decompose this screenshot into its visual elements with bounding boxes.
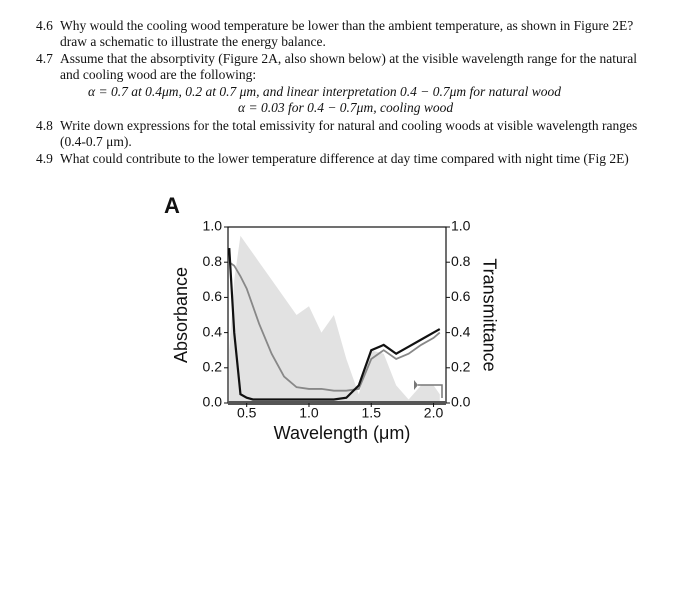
axis-arrow (418, 384, 443, 398)
question-number: 4.9 (36, 151, 53, 166)
y2-tick-label: 0.6 (451, 288, 471, 304)
panel-label: A (164, 193, 180, 218)
axis-arrow-head (414, 380, 418, 390)
question: 4.6 Why would the cooling wood temperatur… (36, 18, 646, 50)
question: 4.8 Write down expressions for the total … (36, 118, 646, 150)
y2-tick-label: 1.0 (451, 218, 471, 234)
y-tick-label: 0.6 (203, 288, 223, 304)
y-tick-label: 0.8 (203, 253, 223, 269)
x-axis-label: Wavelength (μm) (274, 423, 411, 443)
y-tick-label: 0.2 (203, 359, 223, 375)
y2-tick-label: 0.8 (451, 253, 471, 269)
series-line (228, 248, 441, 401)
equation: α = 0.7 at 0.4μm, 0.2 at 0.7 μm, and lin… (88, 84, 562, 99)
y2-tick-label: 0.0 (451, 394, 471, 410)
question: 4.7 Assume that the absorptivity (Figure … (36, 51, 646, 83)
question-text: Write down expressions for the total emi… (60, 118, 638, 149)
x-tick-label: 1.5 (362, 405, 382, 421)
question-number: 4.6 (36, 18, 53, 33)
spectrum-area (229, 235, 440, 403)
y2-axis-label: Transmittance (479, 258, 499, 371)
question-number: 4.8 (36, 118, 53, 133)
question: 4.9 What could contribute to the lower te… (36, 151, 646, 167)
y-tick-label: 0.4 (203, 323, 223, 339)
y2-tick-label: 0.2 (451, 359, 471, 375)
y2-tick-label: 0.4 (451, 323, 471, 339)
x-tick-label: 2.0 (424, 405, 444, 421)
equation: α = 0.03 for 0.4 − 0.7μm, cooling wood (238, 100, 454, 115)
y-axis-label: Absorbance (171, 267, 191, 363)
question-text: What could contribute to the lower tempe… (60, 151, 629, 166)
question-number: 4.7 (36, 51, 53, 66)
x-tick-label: 0.5 (237, 405, 257, 421)
question-text: Why would the cooling wood temperature b… (60, 18, 634, 49)
question-text: Assume that the absorptivity (Figure 2A,… (60, 51, 637, 82)
series-line (228, 261, 441, 392)
y-tick-label: 0.0 (203, 394, 223, 410)
x-tick-label: 1.0 (299, 405, 319, 421)
y-tick-label: 1.0 (203, 218, 223, 234)
